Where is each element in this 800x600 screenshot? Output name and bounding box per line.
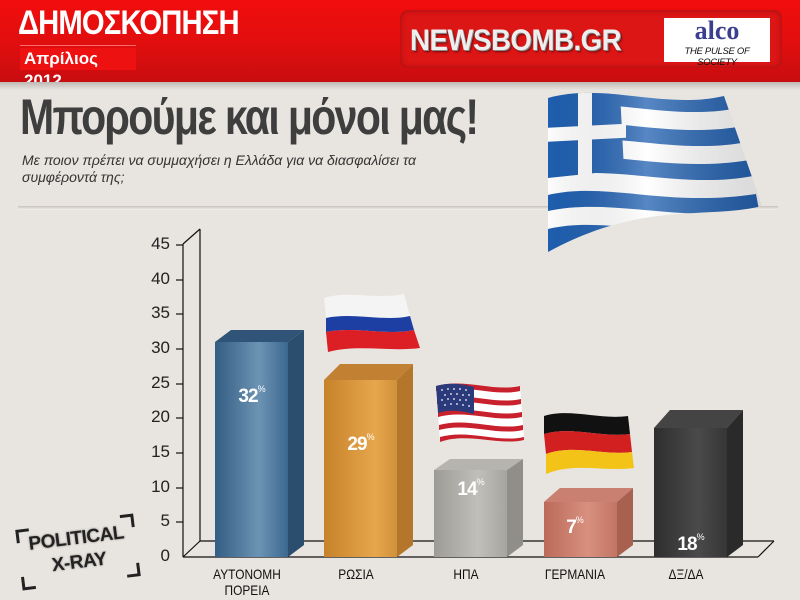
y-tick-10: 10 <box>151 477 170 496</box>
bar-russia <box>324 364 413 557</box>
y-tick-15: 15 <box>151 442 170 461</box>
question-text: Με ποιον πρέπει να συμμαχήσει η Ελλάδα γ… <box>22 152 417 185</box>
bar-usa <box>434 459 523 557</box>
x-label-usa: ΗΠΑ <box>453 566 479 582</box>
y-tick-5: 5 <box>160 511 170 530</box>
political-xray-badge: POLITICAL X-RAY <box>10 510 146 595</box>
poll-title: ΔΗΜΟΣΚΟΠΗΣΗ <box>18 4 240 42</box>
header-banner: ΔΗΜΟΣΚΟΠΗΣΗ Απρίλιος 2012 NEWSBOMB.GR al… <box>0 0 800 90</box>
usa-flag-icon <box>436 383 524 442</box>
brand-box: NEWSBOMB.GR alco THE PULSE OF SOCIETY <box>400 10 782 68</box>
greek-flag-icon <box>548 92 762 253</box>
y-tick-20: 20 <box>151 407 170 426</box>
y-tick-40: 40 <box>151 269 170 288</box>
bar-dk-na <box>654 410 743 557</box>
header-shadow <box>0 82 800 90</box>
y-tick-0: 0 <box>160 546 170 565</box>
bar-autonomous <box>215 330 304 557</box>
alco-logo: alco THE PULSE OF SOCIETY <box>664 16 770 68</box>
section-divider <box>18 206 778 210</box>
title-divider <box>20 45 136 46</box>
bar-germany <box>544 488 633 557</box>
y-tick-45: 45 <box>151 234 170 253</box>
x-label-autonomous: ΑΥΤΟΝΟΜΗ ΠΟΡΕΙΑ <box>213 566 281 598</box>
y-tick-25: 25 <box>151 373 170 392</box>
x-label-russia: ΡΩΣΙΑ <box>338 566 374 582</box>
xray-frame-icon <box>15 513 141 591</box>
newsbomb-logo: NEWSBOMB.GR <box>410 24 622 57</box>
germany-flag-icon <box>544 413 634 474</box>
russia-flag-icon <box>324 294 420 352</box>
x-label-dk-na: ΔΞ/ΔΑ <box>668 566 704 582</box>
alco-name: alco <box>694 16 740 45</box>
headline: Μπορούμε και μόνοι μας! <box>20 89 479 145</box>
x-label-germany: ΓΕΡΜΑΝΙΑ <box>544 566 606 582</box>
y-tick-30: 30 <box>151 338 170 357</box>
y-tick-35: 35 <box>151 303 170 322</box>
alco-tagline: THE PULSE OF SOCIETY <box>684 46 750 68</box>
